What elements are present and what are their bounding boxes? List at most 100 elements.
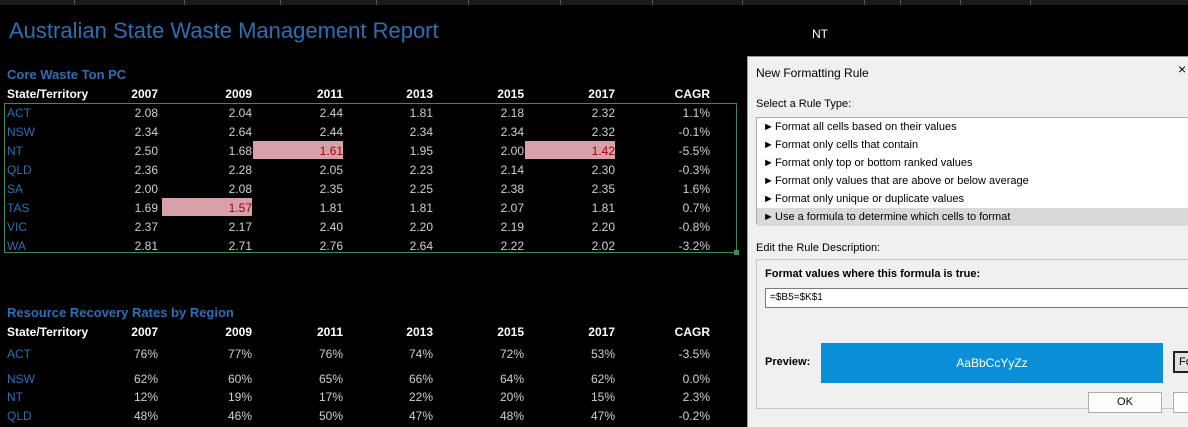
data-cell[interactable]: 2.18	[500, 106, 524, 120]
close-icon[interactable]: ×	[1178, 61, 1187, 77]
data-cell[interactable]: 65%	[318, 372, 343, 386]
row-name-sa[interactable]: SA	[7, 182, 24, 196]
data-cell[interactable]: 2.37	[134, 220, 158, 234]
row-name-qld[interactable]: QLD	[7, 409, 32, 423]
data-cell[interactable]: 22%	[408, 390, 433, 404]
data-cell[interactable]: 2.34	[409, 125, 433, 139]
data-cell[interactable]: 72%	[499, 347, 524, 361]
data-cell[interactable]: 2.07	[500, 201, 524, 215]
data-cell[interactable]: 48%	[499, 409, 524, 423]
row-name-nt[interactable]: NT	[7, 144, 23, 158]
cagr-cell[interactable]: 2.3%	[682, 390, 710, 404]
data-cell[interactable]: 76%	[318, 347, 343, 361]
cancel-button[interactable]	[1173, 392, 1188, 413]
data-cell[interactable]: 2.04	[228, 106, 252, 120]
data-cell[interactable]: 12%	[133, 390, 158, 404]
row-name-nsw[interactable]: NSW	[7, 125, 35, 139]
row-name-nt[interactable]: NT	[7, 390, 23, 404]
data-cell[interactable]: 1.81	[319, 201, 343, 215]
data-cell[interactable]: 1.95	[409, 144, 433, 158]
row-name-vic[interactable]: VIC	[7, 220, 28, 234]
cagr-cell[interactable]: 0.7%	[682, 201, 710, 215]
data-cell[interactable]: 60%	[227, 372, 252, 386]
rule-type-item[interactable]: ►Format only top or bottom ranked values	[757, 154, 1188, 172]
data-cell[interactable]: 2.34	[500, 125, 524, 139]
rule-type-list[interactable]: ►Format all cells based on their values ►…	[756, 117, 1188, 226]
data-cell[interactable]: 2.35	[591, 182, 615, 196]
data-cell[interactable]: 2.35	[319, 182, 343, 196]
row-name-act[interactable]: ACT	[7, 347, 31, 361]
fill-handle[interactable]	[734, 250, 739, 255]
cagr-cell[interactable]: -3.2%	[678, 239, 710, 253]
rule-type-item[interactable]: ►Format all cells based on their values	[757, 118, 1188, 136]
data-cell[interactable]: 2.32	[591, 125, 615, 139]
data-cell[interactable]: 1.61	[319, 144, 343, 158]
data-cell[interactable]: 2.44	[319, 106, 343, 120]
data-cell[interactable]: 2.25	[409, 182, 433, 196]
cagr-cell[interactable]: 1.1%	[682, 106, 710, 120]
row-name-nsw[interactable]: NSW	[7, 372, 35, 386]
data-cell[interactable]: 2.50	[134, 144, 158, 158]
row-name-tas[interactable]: TAS	[7, 201, 30, 215]
data-cell[interactable]: 2.00	[500, 144, 524, 158]
data-cell[interactable]: 2.20	[409, 220, 433, 234]
data-cell[interactable]: 2.34	[134, 125, 158, 139]
data-cell[interactable]: 2.22	[500, 239, 524, 253]
data-cell[interactable]: 1.42	[591, 144, 615, 158]
data-cell[interactable]: 2.28	[228, 163, 252, 177]
data-cell[interactable]: 76%	[133, 347, 158, 361]
data-cell[interactable]: 19%	[227, 390, 252, 404]
data-cell[interactable]: 74%	[408, 347, 433, 361]
rule-type-item[interactable]: ►Format only cells that contain	[757, 136, 1188, 154]
cagr-cell[interactable]: -5.5%	[678, 144, 710, 158]
data-cell[interactable]: 1.81	[409, 201, 433, 215]
data-cell[interactable]: 47%	[590, 409, 615, 423]
data-cell[interactable]: 64%	[499, 372, 524, 386]
data-cell[interactable]: 62%	[590, 372, 615, 386]
data-cell[interactable]: 2.02	[591, 239, 615, 253]
column-header-strip[interactable]	[0, 0, 1188, 5]
cagr-cell[interactable]: 1.6%	[682, 182, 710, 196]
data-cell[interactable]: 2.05	[319, 163, 343, 177]
data-cell[interactable]: 1.68	[228, 144, 252, 158]
data-cell[interactable]: 2.76	[319, 239, 343, 253]
nt-cell[interactable]: NT	[812, 27, 828, 41]
rule-type-item[interactable]: ►Use a formula to determine which cells …	[757, 208, 1188, 226]
data-cell[interactable]: 2.38	[500, 182, 524, 196]
data-cell[interactable]: 1.69	[134, 201, 158, 215]
cagr-cell[interactable]: -0.2%	[678, 409, 710, 423]
data-cell[interactable]: 66%	[408, 372, 433, 386]
data-cell[interactable]: 2.32	[591, 106, 615, 120]
data-cell[interactable]: 2.36	[134, 163, 158, 177]
cagr-cell[interactable]: -3.5%	[678, 347, 710, 361]
data-cell[interactable]: 62%	[133, 372, 158, 386]
data-cell[interactable]: 53%	[590, 347, 615, 361]
row-name-qld[interactable]: QLD	[7, 163, 32, 177]
formula-input[interactable]: =$B5=$K$1	[765, 288, 1188, 308]
data-cell[interactable]: 2.00	[134, 182, 158, 196]
data-cell[interactable]: 2.64	[409, 239, 433, 253]
row-name-act[interactable]: ACT	[7, 106, 31, 120]
data-cell[interactable]: 17%	[318, 390, 343, 404]
format-button[interactable]: Fo	[1173, 351, 1188, 373]
data-cell[interactable]: 47%	[408, 409, 433, 423]
cagr-cell[interactable]: 0.0%	[682, 372, 710, 386]
selection-range[interactable]	[4, 103, 737, 253]
data-cell[interactable]: 1.81	[409, 106, 433, 120]
data-cell[interactable]: 2.17	[228, 220, 252, 234]
ok-button[interactable]: OK	[1088, 392, 1162, 413]
data-cell[interactable]: 50%	[318, 409, 343, 423]
data-cell[interactable]: 2.64	[228, 125, 252, 139]
data-cell[interactable]: 2.08	[134, 106, 158, 120]
data-cell[interactable]: 1.57	[228, 201, 252, 215]
data-cell[interactable]: 46%	[227, 409, 252, 423]
cagr-cell[interactable]: -0.1%	[678, 125, 710, 139]
data-cell[interactable]: 2.71	[228, 239, 252, 253]
row-name-wa[interactable]: WA	[7, 239, 26, 253]
rule-type-item[interactable]: ►Format only unique or duplicate values	[757, 190, 1188, 208]
cagr-cell[interactable]: -0.3%	[678, 163, 710, 177]
data-cell[interactable]: 2.08	[228, 182, 252, 196]
data-cell[interactable]: 48%	[133, 409, 158, 423]
data-cell[interactable]: 2.30	[591, 163, 615, 177]
data-cell[interactable]: 2.44	[319, 125, 343, 139]
